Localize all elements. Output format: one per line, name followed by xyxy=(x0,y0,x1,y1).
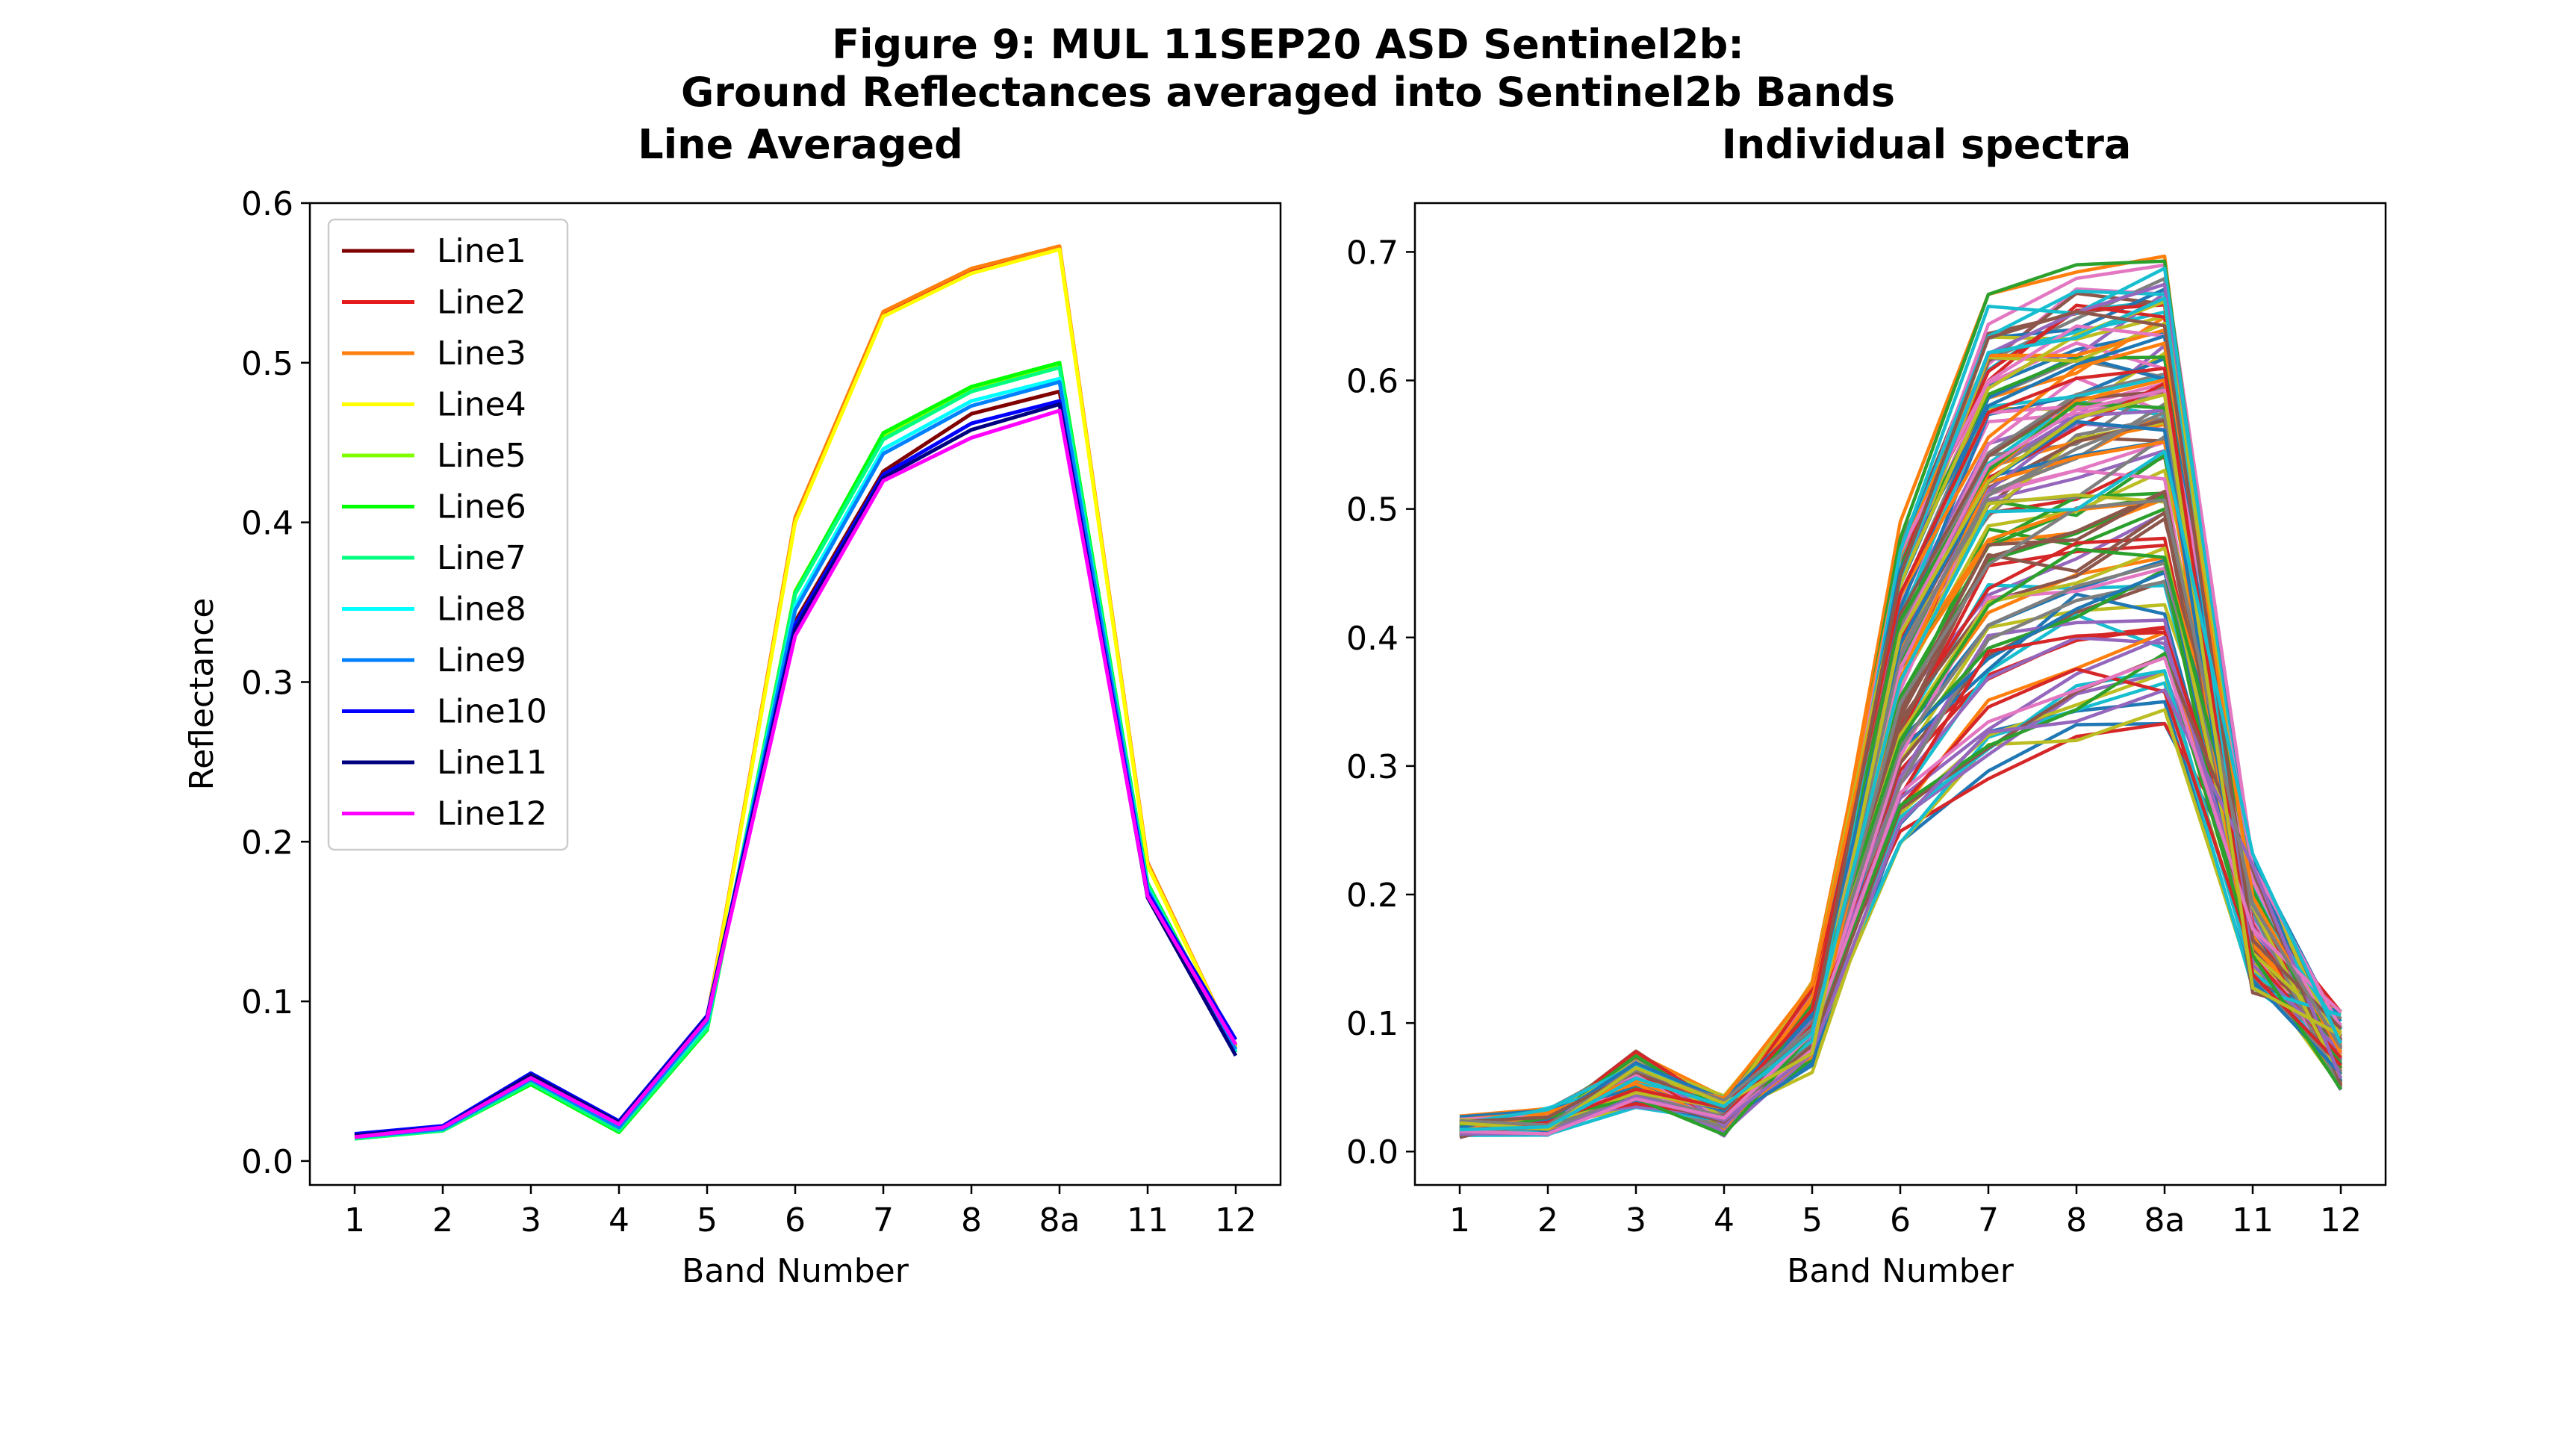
y-tick-label: 0.3 xyxy=(241,664,293,702)
legend: Line1 Line2 Line3 Line4 Line5 Line6 Line7 Line8… xyxy=(327,218,569,851)
x-tick-label: 6 xyxy=(785,1201,806,1239)
legend-label: Line8 xyxy=(437,591,526,629)
line-averaged-chart: 1 2 3 4 5 6 7 8 8a 11 120.00.10.20.30.40.50.6Line … xyxy=(183,121,1282,1290)
legend-box xyxy=(327,218,569,851)
x-tick-label: 2 xyxy=(1537,1201,1558,1239)
legend-item: Line8 xyxy=(342,591,526,629)
legend-label: Line10 xyxy=(437,693,547,731)
x-tick-label: 8 xyxy=(961,1201,982,1239)
legend-item: Line6 xyxy=(342,488,526,526)
legend-label: Line5 xyxy=(437,437,526,475)
y-tick-label: 0.4 xyxy=(241,505,293,543)
y-tick-label: 0.2 xyxy=(241,824,293,862)
x-tick-label: 3 xyxy=(520,1201,541,1239)
x-tick-label: 5 xyxy=(697,1201,718,1239)
spectrum-line xyxy=(1459,449,2343,1132)
legend-item: Line10 xyxy=(342,693,547,731)
x-tick-label: 11 xyxy=(1127,1201,1169,1239)
x-tick-label: 1 xyxy=(1449,1201,1470,1239)
y-tick-label: 0.1 xyxy=(241,983,293,1021)
y-axis-label: Reflectance xyxy=(183,597,221,790)
x-tick-label: 12 xyxy=(1215,1201,1257,1239)
x-tick-label: 1 xyxy=(344,1201,365,1239)
figure-title-line2: Ground Reflectances averaged into Sentin… xyxy=(681,69,1895,116)
figure-title-line1: Figure 9: MUL 11SEP20 ASD Sentinel2b: xyxy=(832,21,1744,68)
series-line-line12 xyxy=(354,408,1238,1139)
x-tick-label: 12 xyxy=(2320,1201,2362,1239)
legend-label: Line9 xyxy=(437,641,526,679)
legend-label: Line7 xyxy=(437,539,526,577)
x-tick-label: 6 xyxy=(1890,1201,1911,1239)
legend-label: Line1 xyxy=(437,232,526,270)
plot-frame xyxy=(308,202,1282,1186)
legend-label: Line12 xyxy=(437,795,547,833)
x-tick-label: 8 xyxy=(2066,1201,2087,1239)
legend-item: Line1 xyxy=(342,232,526,270)
x-axis-label: Band Number xyxy=(682,1252,909,1290)
spectrum-line xyxy=(1459,669,2342,1136)
x-tick-label: 7 xyxy=(1978,1201,1999,1239)
y-tick-label: 0.3 xyxy=(1346,748,1399,786)
chart-title: Line Averaged xyxy=(638,121,962,168)
legend-item: Line2 xyxy=(342,284,526,322)
y-tick-label: 0.0 xyxy=(241,1143,293,1181)
plot-frame xyxy=(1413,202,2387,1186)
x-tick-label: 3 xyxy=(1625,1201,1646,1239)
legend-item: Line11 xyxy=(342,744,547,782)
legend-label: Line11 xyxy=(437,744,547,782)
y-tick-label: 0.2 xyxy=(1346,877,1399,915)
y-tick-label: 0.6 xyxy=(1346,363,1399,401)
y-tick-label: 0.7 xyxy=(1346,234,1399,272)
x-tick-label: 7 xyxy=(873,1201,894,1239)
y-tick-label: 0.5 xyxy=(241,345,293,383)
legend-label: Line4 xyxy=(437,386,526,424)
legend-label: Line6 xyxy=(437,488,526,526)
legend-item: Line12 xyxy=(342,795,547,833)
x-tick-label: 4 xyxy=(609,1201,629,1239)
legend-item: Line3 xyxy=(342,335,526,373)
spectrum-line xyxy=(1459,420,2342,1130)
y-tick-label: 0.4 xyxy=(1346,620,1399,658)
x-axis-label: Band Number xyxy=(1787,1252,2015,1290)
legend-label: Line2 xyxy=(437,284,526,322)
x-tick-label: 2 xyxy=(432,1201,453,1239)
legend-item: Line7 xyxy=(342,539,526,577)
legend-item: Line4 xyxy=(342,386,526,424)
y-tick-label: 0.5 xyxy=(1346,491,1399,529)
x-tick-label: 8a xyxy=(2144,1201,2185,1239)
y-tick-label: 0.1 xyxy=(1346,1005,1399,1043)
spectrum-line xyxy=(1459,656,2342,1136)
x-tick-label: 11 xyxy=(2232,1201,2274,1239)
y-tick-label: 0.0 xyxy=(1346,1133,1399,1172)
spectrum-line xyxy=(1459,367,2342,1133)
chart-title: Individual spectra xyxy=(1722,121,2132,168)
legend-item: Line9 xyxy=(342,641,526,679)
x-tick-label: 4 xyxy=(1714,1201,1735,1239)
y-tick-label: 0.6 xyxy=(241,185,293,223)
x-tick-label: 5 xyxy=(1802,1201,1823,1239)
spectrum-line xyxy=(1459,651,2342,1137)
individual-spectra-chart: 1 2 3 4 5 6 7 8 8a 11 120.00.10.20.30.40.50.60.7In… xyxy=(1346,121,2387,1290)
x-tick-label: 8a xyxy=(1039,1201,1080,1239)
legend-label: Line3 xyxy=(437,335,526,373)
legend-item: Line5 xyxy=(342,437,526,475)
